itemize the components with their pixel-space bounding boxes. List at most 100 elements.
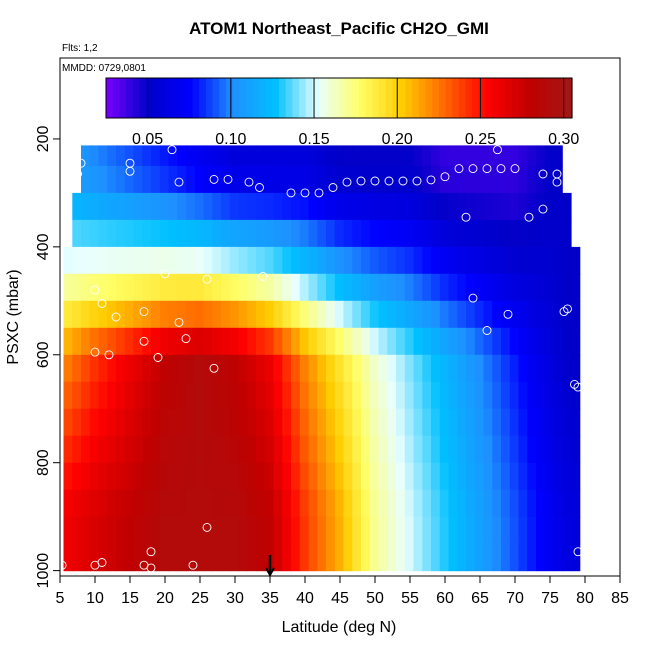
heatmap-cell: [518, 145, 528, 167]
heatmap-cell: [352, 462, 362, 491]
sample-point: [174, 317, 184, 327]
heatmap-cell: [562, 462, 572, 491]
heatmap-cell: [98, 145, 108, 167]
heatmap-cell: [431, 327, 441, 356]
heatmap-cell: [247, 563, 257, 572]
heatmap-cell: [203, 273, 213, 302]
colorbar-swatch: [232, 78, 240, 118]
heatmap-cell: [247, 543, 257, 565]
arrow-head: [265, 567, 275, 578]
heatmap-cell: [527, 192, 537, 221]
heatmap-cell: [168, 516, 178, 545]
heatmap-cell: [89, 192, 100, 221]
y-tick-label: 1000: [35, 553, 52, 589]
heatmap-cell: [133, 145, 143, 167]
heatmap-cell: [501, 435, 511, 464]
heatmap-cell: [326, 354, 336, 383]
heatmap-cell: [264, 435, 275, 464]
heatmap-cell: [369, 462, 380, 491]
heatmap-cell: [457, 273, 467, 302]
heatmap-cell: [124, 563, 135, 572]
sample-point: [538, 169, 548, 179]
heatmap-cell: [334, 145, 345, 167]
heatmap-cell: [509, 543, 520, 565]
heatmap-cell: [98, 354, 108, 383]
heatmap-cell: [431, 192, 441, 221]
heatmap-cell: [229, 354, 240, 383]
heatmap-cell: [518, 219, 528, 248]
heatmap-cell: [273, 219, 283, 248]
colorbar-swatch: [438, 78, 447, 118]
heatmap-cell: [203, 300, 213, 329]
heatmap-cell: [291, 246, 301, 275]
heatmap-cell: [387, 543, 397, 565]
heatmap-cell: [439, 219, 450, 248]
heatmap-cell: [544, 354, 555, 383]
heatmap-cell: [483, 462, 493, 491]
heatmap-cell: [413, 516, 423, 545]
heatmap-cell: [81, 489, 91, 518]
heatmap-cell: [221, 273, 231, 302]
heatmap-cell: [291, 327, 301, 356]
sample-point: [139, 307, 149, 317]
heatmap-cell: [509, 354, 520, 383]
heatmap-cell: [238, 381, 248, 410]
sample-point: [356, 176, 366, 186]
heatmap-cell: [151, 273, 161, 302]
heatmap-cell: [483, 165, 493, 194]
sample-point: [258, 272, 268, 281]
heatmap-cell: [247, 408, 257, 437]
heatmap-cell: [422, 273, 432, 302]
heatmap-cell: [492, 219, 502, 248]
heatmap-cell: [212, 516, 222, 545]
heatmap-cell: [474, 435, 485, 464]
heatmap-cell: [326, 543, 336, 565]
heatmap-cell: [229, 489, 240, 518]
heatmap-cell: [404, 145, 415, 167]
heatmap-cell: [369, 489, 380, 518]
heatmap-cell: [212, 300, 222, 329]
heatmap-cell: [98, 273, 108, 302]
heatmap-cell: [107, 516, 117, 545]
colorbar-swatch: [245, 78, 254, 118]
heatmap-cell: [466, 273, 476, 302]
sample-point: [538, 204, 548, 214]
heatmap-cell: [501, 145, 511, 167]
heatmap-cell: [334, 381, 345, 410]
heatmap-cell: [466, 489, 476, 518]
heatmap-cell: [229, 145, 240, 167]
colorbar-swatch: [292, 78, 300, 118]
heatmap-cell: [194, 381, 205, 410]
heatmap-cell: [396, 462, 406, 491]
colorbar-swatch: [472, 78, 480, 118]
heatmap-cell: [177, 489, 187, 518]
heatmap-cell: [116, 462, 126, 491]
heatmap-cell: [81, 543, 91, 565]
heatmap-cell: [404, 327, 415, 356]
heatmap-cell: [256, 192, 266, 221]
heatmap-cell: [186, 563, 196, 572]
heatmap-cell: [466, 165, 476, 194]
heatmap-cell: [431, 145, 441, 167]
heatmap-cell: [387, 435, 397, 464]
heatmap-cell: [98, 192, 108, 221]
heatmap-cell: [282, 462, 292, 491]
heatmap-cell: [378, 435, 388, 464]
sample-point: [255, 183, 264, 192]
heatmap-cell: [474, 273, 485, 302]
heatmap-cell: [247, 435, 257, 464]
colorbar-swatch: [512, 78, 520, 118]
heatmap-cell: [334, 543, 345, 565]
heatmap-cell: [72, 300, 82, 329]
heatmap-cell: [492, 489, 502, 518]
sample-point: [76, 158, 86, 168]
heatmap-cell: [194, 327, 205, 356]
heatmap-cell: [544, 219, 555, 248]
heatmap-cell: [439, 192, 450, 221]
heatmap-cell: [89, 516, 100, 545]
sample-point: [57, 560, 67, 570]
heatmap-cell: [439, 273, 450, 302]
x-axis: 5 10 15 20 25 30 35 40 45 50 55 60 65 70 75 80 85: [56, 576, 629, 607]
colorbar-swatch: [372, 78, 380, 118]
heatmap-cell: [221, 563, 231, 572]
